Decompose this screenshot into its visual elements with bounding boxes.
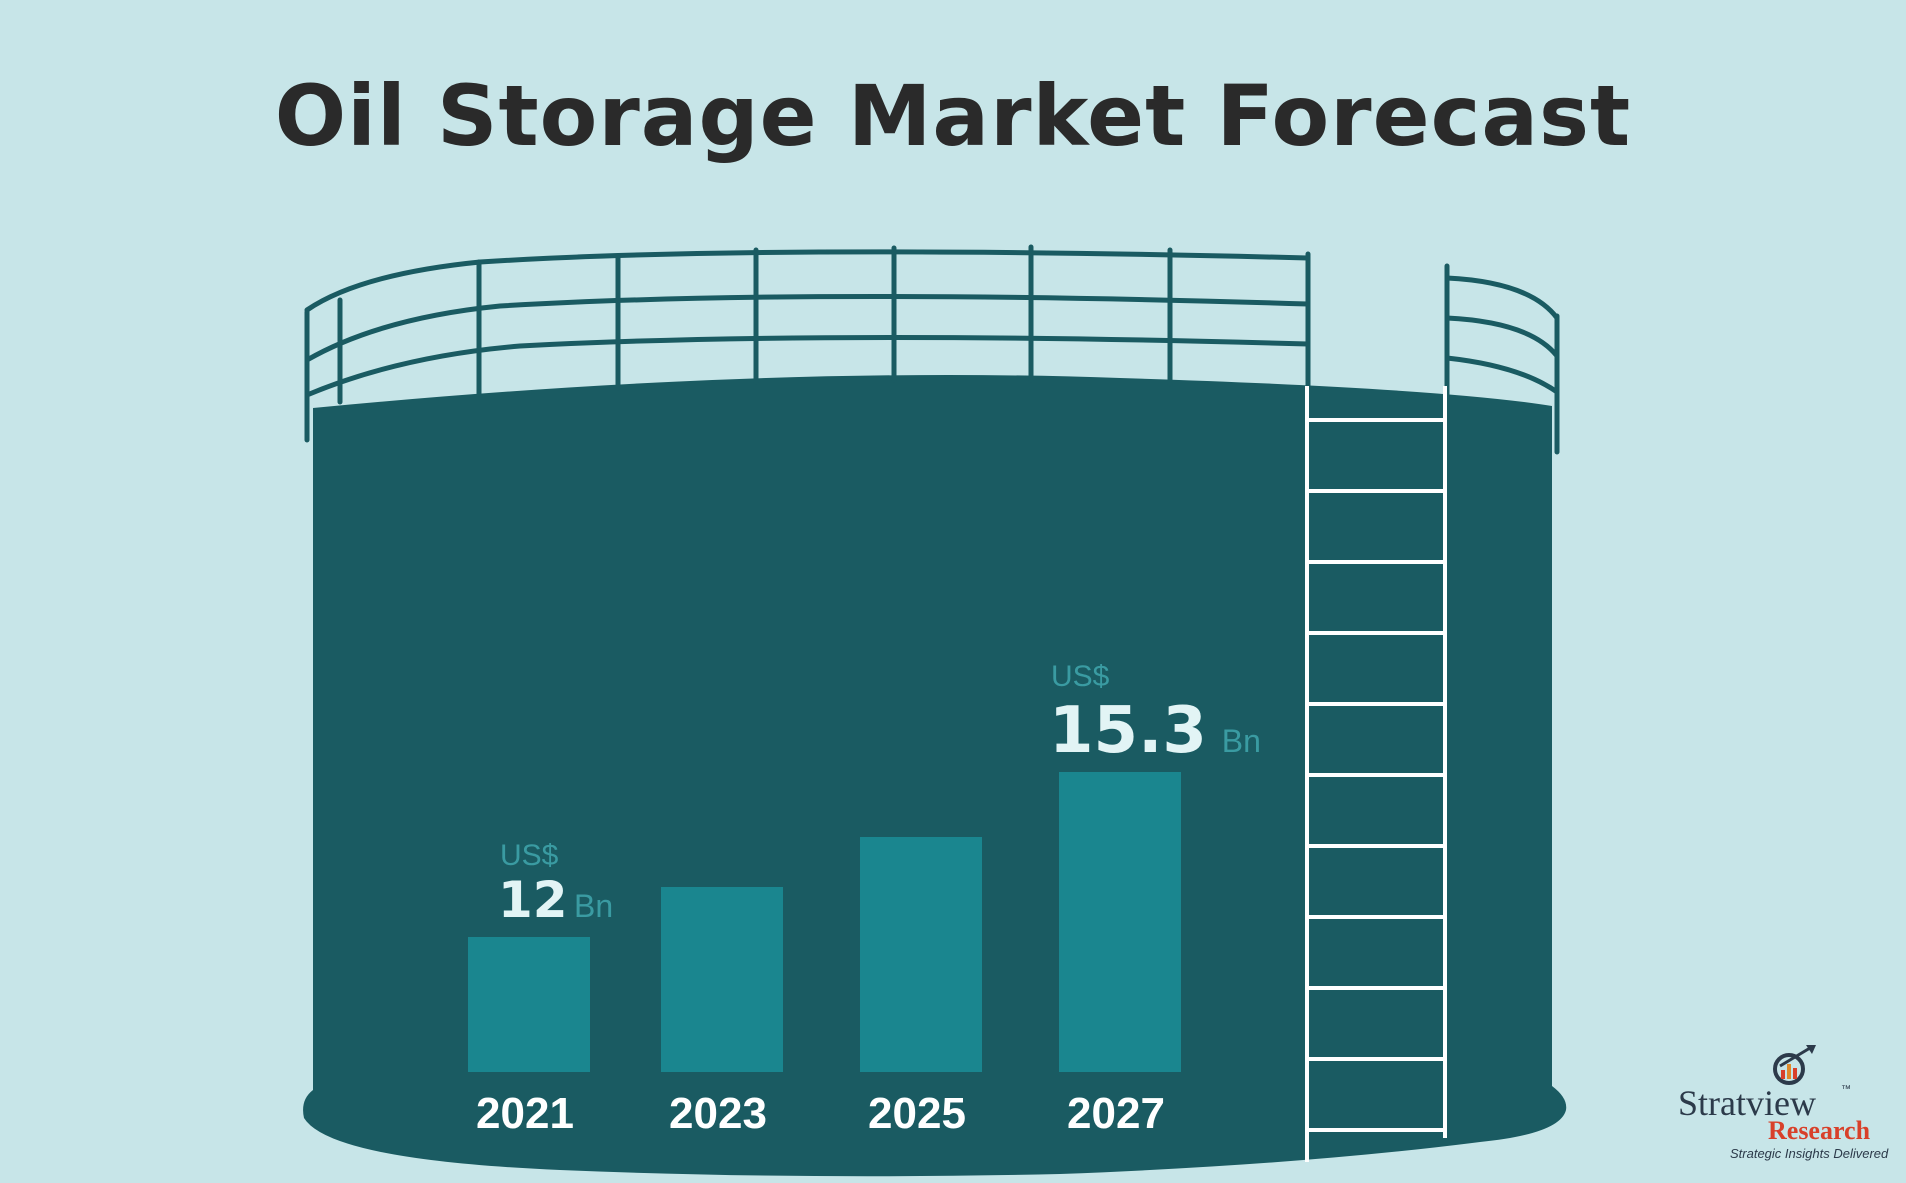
logo-trademark: ™ (1841, 1084, 1851, 1095)
data-label-currency-2021: US$ (500, 839, 559, 872)
bar-2023 (661, 887, 783, 1072)
x-axis-ticks: 2021 2023 2025 2027 (476, 1089, 1165, 1138)
tank-railing (304, 244, 1560, 455)
data-label-unit-2021: Bn (574, 888, 613, 924)
tick-label-2027: 2027 (1067, 1089, 1165, 1138)
tick-label-2023: 2023 (669, 1089, 767, 1138)
logo-name: Stratview (1678, 1083, 1816, 1123)
bar-2025 (860, 837, 982, 1072)
bars-layer (468, 772, 1181, 1072)
data-label-value-2027: 15.3 (1049, 694, 1207, 768)
chart-title: Oil Storage Market Forecast (275, 67, 1631, 165)
stratview-logo: Stratview ™ Research Strategic Insights … (1668, 1044, 1893, 1164)
logo-research: Research (1768, 1116, 1871, 1145)
data-label-currency-2027: US$ (1051, 660, 1110, 693)
tank-body (303, 374, 1567, 1177)
data-label-value-2021: 12 (498, 871, 568, 929)
tick-label-2025: 2025 (868, 1089, 966, 1138)
tank-ladder (1305, 386, 1447, 1162)
bar-2021 (468, 937, 590, 1072)
tick-label-2021: 2021 (476, 1089, 574, 1138)
logo-tagline: Strategic Insights Delivered (1730, 1146, 1889, 1161)
bar-2027 (1059, 772, 1181, 1072)
data-label-unit-2027: Bn (1222, 723, 1261, 759)
magnifier-chart-icon (1773, 1045, 1816, 1085)
